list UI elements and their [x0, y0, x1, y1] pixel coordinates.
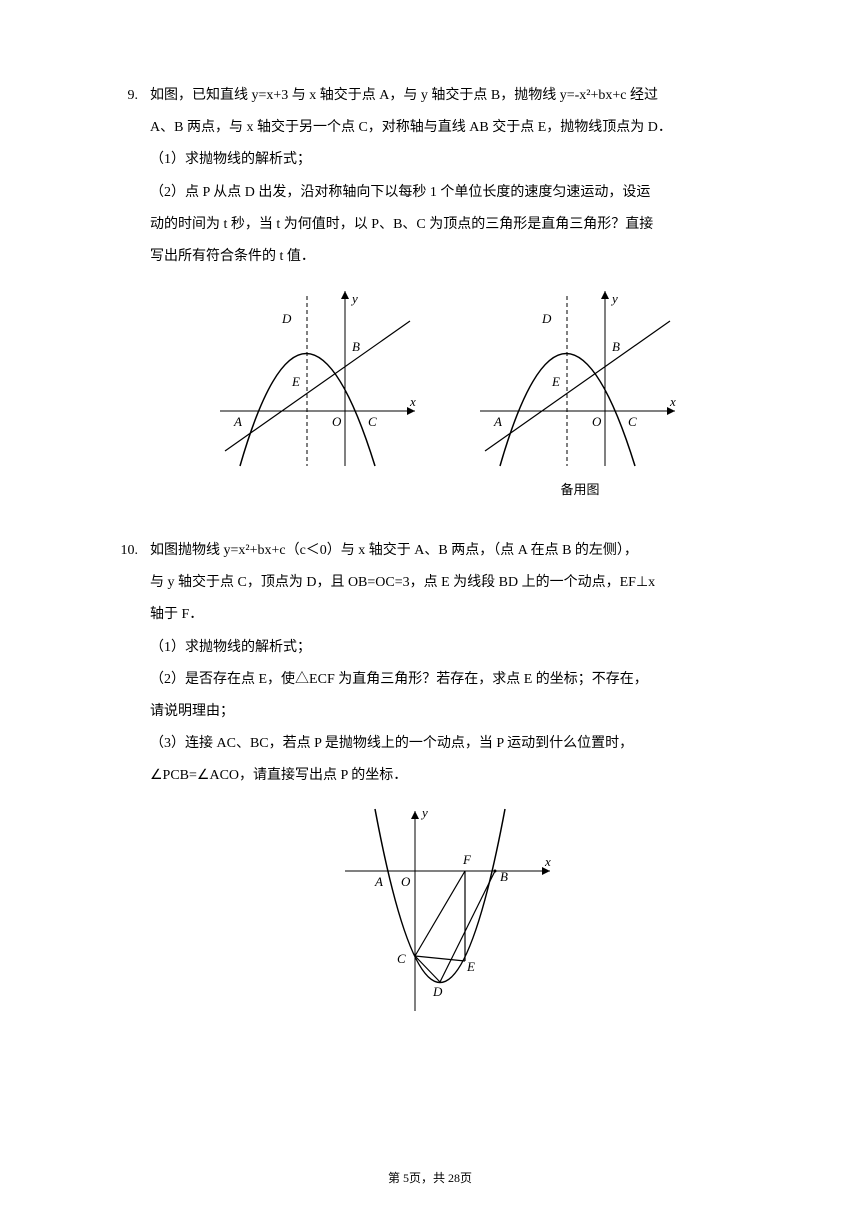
label-B: B: [500, 869, 508, 884]
p10-line1: 如图抛物线 y=x²+bx+c（c＜0）与 x 轴交于 A、B 两点，（点 A …: [150, 535, 750, 567]
label-B: B: [352, 339, 360, 354]
footer-prefix: 第: [388, 1171, 403, 1185]
problem-10-body: 如图抛物线 y=x²+bx+c（c＜0）与 x 轴交于 A、B 两点，（点 A …: [150, 535, 750, 1021]
page-content: 9. 如图，已知直线 y=x+3 与 x 轴交于点 A，与 y 轴交于点 B，抛…: [0, 0, 860, 1091]
problem-9-number: 9.: [110, 80, 150, 112]
svg-text:O: O: [592, 414, 602, 429]
problem-9-figures: D B E A O C x y: [150, 281, 750, 505]
p10-line5: （2）是否存在点 E，使△ECF 为直角三角形？若存在，求点 E 的坐标；不存在…: [150, 664, 750, 696]
figure-9b: D B E A O C x y 备用图: [470, 281, 690, 505]
label-x: x: [544, 854, 551, 869]
svg-text:C: C: [628, 414, 637, 429]
footer-total: 28: [448, 1171, 460, 1185]
p10-line6: 请说明理由；: [150, 696, 750, 728]
p9-line1: 如图，已知直线 y=x+3 与 x 轴交于点 A，与 y 轴交于点 B，抛物线 …: [150, 80, 750, 112]
label-C: C: [368, 414, 377, 429]
parabola-figure-9a: D B E A O C x y: [210, 281, 430, 471]
parabola-figure-9b: D B E A O C x y: [470, 281, 690, 471]
p9-line3: （1）求抛物线的解析式；: [150, 144, 750, 176]
svg-text:x: x: [669, 394, 676, 409]
problem-10-number: 10.: [110, 535, 150, 567]
footer-mid: 页，共: [409, 1171, 448, 1185]
label-C: C: [397, 951, 406, 966]
label-E: E: [466, 959, 475, 974]
label-A: A: [374, 874, 383, 889]
label-E: E: [291, 374, 300, 389]
p10-line3: 轴于 F．: [150, 599, 750, 631]
p10-line4: （1）求抛物线的解析式；: [150, 632, 750, 664]
label-D: D: [432, 984, 443, 999]
problem-10: 10. 如图抛物线 y=x²+bx+c（c＜0）与 x 轴交于 A、B 两点，（…: [110, 535, 750, 1021]
label-A: A: [233, 414, 242, 429]
parabola-figure-10: A O F B C D E x y: [335, 801, 565, 1021]
problem-9: 9. 如图，已知直线 y=x+3 与 x 轴交于点 A，与 y 轴交于点 B，抛…: [110, 80, 750, 505]
page-footer: 第 5页，共 28页: [0, 1169, 860, 1186]
problem-10-figure: A O F B C D E x y: [150, 801, 750, 1021]
footer-suffix: 页: [460, 1171, 472, 1185]
p9-line4: （2）点 P 从点 D 出发，沿对称轴向下以每秒 1 个单位长度的速度匀速运动，…: [150, 177, 750, 209]
svg-text:A: A: [493, 414, 502, 429]
p10-line2: 与 y 轴交于点 C，顶点为 D，且 OB=OC=3，点 E 为线段 BD 上的…: [150, 567, 750, 599]
p10-line7: （3）连接 AC、BC，若点 P 是抛物线上的一个动点，当 P 运动到什么位置时…: [150, 728, 750, 760]
svg-text:B: B: [612, 339, 620, 354]
p9-line6: 写出所有符合条件的 t 值．: [150, 241, 750, 273]
label-y: y: [420, 805, 428, 820]
label-D: D: [281, 311, 292, 326]
figure-9a: D B E A O C x y: [210, 281, 430, 505]
p10-line8: ∠PCB=∠ACO，请直接写出点 P 的坐标．: [150, 760, 750, 792]
svg-text:y: y: [610, 291, 618, 306]
label-O: O: [401, 874, 411, 889]
p9-line2: A、B 两点，与 x 轴交于另一个点 C，对称轴与直线 AB 交于点 E，抛物线…: [150, 112, 750, 144]
svg-text:D: D: [541, 311, 552, 326]
label-x: x: [409, 394, 416, 409]
figure-9b-caption: 备用图: [560, 475, 599, 505]
problem-9-body: 如图，已知直线 y=x+3 与 x 轴交于点 A，与 y 轴交于点 B，抛物线 …: [150, 80, 750, 505]
label-F: F: [462, 852, 472, 867]
svg-text:E: E: [551, 374, 560, 389]
label-y: y: [350, 291, 358, 306]
p9-line5: 动的时间为 t 秒，当 t 为何值时，以 P、B、C 为顶点的三角形是直角三角形…: [150, 209, 750, 241]
label-O: O: [332, 414, 342, 429]
